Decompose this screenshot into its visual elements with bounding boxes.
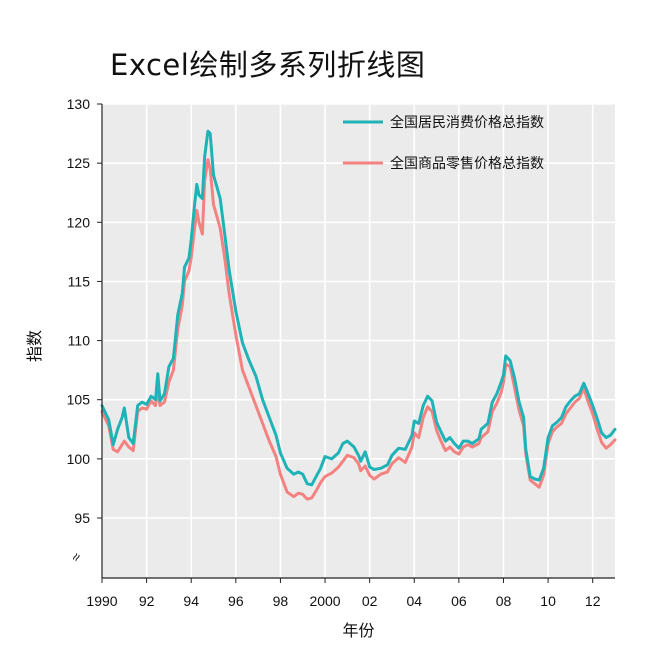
y-tick-label: 100 (67, 451, 91, 467)
x-tick-label: 10 (540, 593, 556, 609)
y-tick-label: 120 (67, 214, 91, 230)
x-tick-label: 12 (585, 593, 601, 609)
x-tick-label: 98 (273, 593, 289, 609)
legend-label: 全国居民消费价格总指数 (390, 114, 544, 131)
y-axis-label: 指数 (25, 330, 44, 362)
x-tick-label: 04 (406, 593, 422, 609)
y-tick-label: 110 (68, 333, 91, 349)
legend-label: 全国商品零售价格总指数 (390, 155, 544, 172)
x-tick-label: 08 (496, 593, 512, 609)
y-tick-label: 125 (67, 155, 91, 171)
y-tick-label: 105 (67, 392, 91, 408)
chart-title: Excel绘制多系列折线图 (110, 48, 426, 82)
y-tick-label: 130 (67, 96, 91, 112)
axis-break-mark: ≈ (67, 549, 85, 564)
x-tick-label: 02 (362, 593, 378, 609)
series-line (100, 129, 617, 487)
x-tick-label: 92 (139, 593, 155, 609)
y-tick-label: 115 (68, 273, 91, 289)
x-tick-label: 1990 (86, 593, 117, 609)
x-tick-label: 2000 (309, 593, 340, 609)
y-tick-label: 95 (74, 510, 90, 526)
x-tick-label: 94 (183, 593, 199, 609)
x-tick-label: 06 (451, 593, 467, 609)
series-lines (100, 129, 617, 501)
x-tick-label: 96 (228, 593, 244, 609)
x-axis-label: 年份 (342, 621, 374, 640)
series-line (100, 158, 617, 501)
